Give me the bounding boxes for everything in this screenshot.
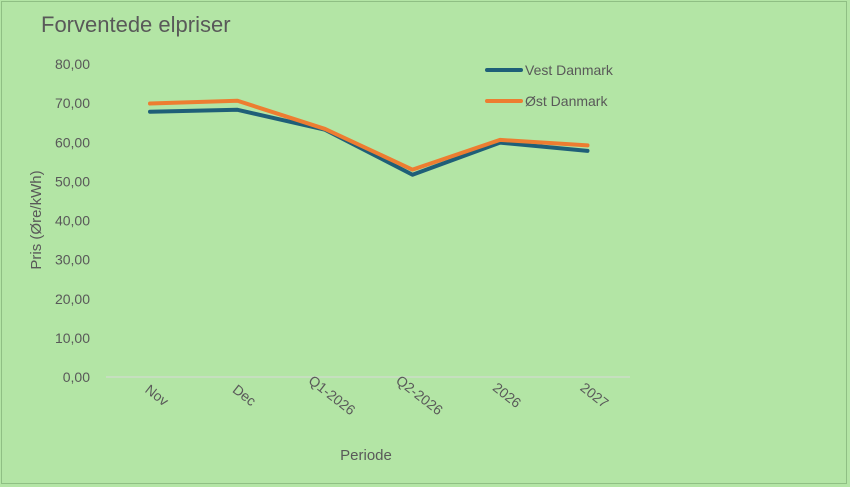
data-point: [323, 127, 327, 131]
data-point: [148, 102, 152, 106]
y-tick-label: 40,00: [55, 213, 90, 229]
chart-title: Forventede elpriser: [41, 12, 231, 37]
data-point: [411, 168, 414, 172]
x-tick-label: 2027: [577, 379, 612, 411]
series-line-0: [148, 107, 590, 177]
data-point: [498, 138, 502, 142]
x-tick-label: Q2-2026: [393, 372, 446, 418]
legend-label: Øst Danmark: [525, 93, 608, 109]
data-point: [236, 99, 239, 103]
x-tick-label: Dec: [230, 381, 259, 409]
data-point: [236, 108, 239, 112]
data-point: [411, 173, 414, 177]
y-tick-label: 30,00: [55, 252, 90, 268]
y-tick-label: 10,00: [55, 330, 90, 346]
data-point: [148, 110, 152, 114]
y-tick-label: 50,00: [55, 173, 90, 189]
y-tick-label: 0,00: [63, 369, 90, 385]
y-tick-label: 20,00: [55, 291, 90, 307]
y-axis-title: Pris (Øre/kWh): [28, 170, 45, 269]
legend-label: Vest Danmark: [525, 62, 614, 78]
x-tick-label: 2026: [490, 379, 525, 411]
x-tick-label: Q1-2026: [306, 372, 359, 418]
y-tick-label: 60,00: [55, 134, 90, 150]
y-tick-label: 80,00: [55, 56, 90, 72]
y-tick-label: 70,00: [55, 95, 90, 111]
data-point: [586, 149, 589, 153]
x-tick-label: Nov: [142, 381, 171, 409]
data-point: [586, 143, 589, 147]
series-line-1: [148, 98, 590, 172]
x-axis-title: Periode: [340, 447, 392, 464]
